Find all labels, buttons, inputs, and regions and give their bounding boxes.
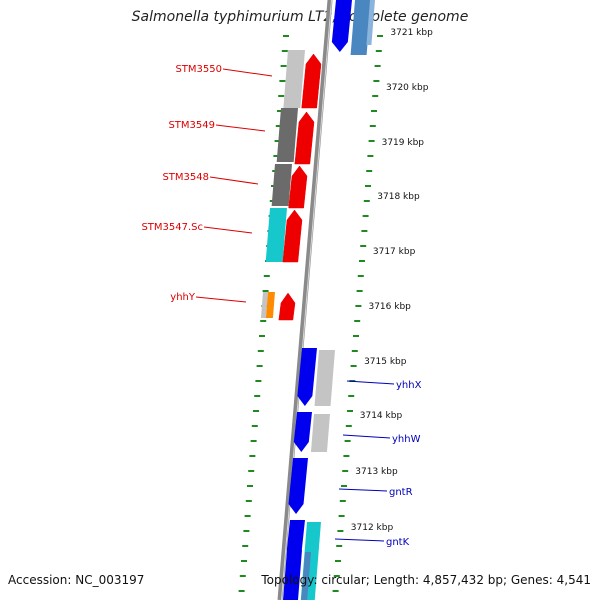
forward-gene-arrow (294, 111, 315, 165)
gene-label-yhhw: yhhW (392, 434, 421, 445)
cog-category-box (350, 0, 371, 55)
forward-gene-arrow (278, 292, 296, 321)
right-ruler-ticks (332, 35, 383, 592)
reverse-gene-arrow (297, 348, 317, 406)
forward-gene-arrow (282, 209, 303, 263)
cog-category-box (366, 0, 375, 45)
label-leader-line (346, 380, 395, 385)
label-leader-line (334, 538, 385, 542)
reverse-gene-arrow (331, 0, 352, 52)
gene-label-stm3549: STM3549 (168, 120, 215, 131)
label-leader-line (203, 226, 253, 234)
scale-label: 3716 kbp (368, 302, 411, 312)
label-leader-line (222, 68, 273, 77)
gene-label-gntr: gntR (389, 487, 413, 498)
genome-stats-text: Topology: circular; Length: 4,857,432 bp… (261, 573, 591, 587)
scale-label: 3714 kbp (360, 411, 403, 421)
scale-label: 3720 kbp (386, 83, 429, 93)
cog-category-box (301, 552, 311, 600)
cog-category-box (310, 414, 330, 452)
map-title: Salmonella typhimurium LT2, complete gen… (131, 9, 469, 25)
label-leader-line (195, 296, 247, 303)
scale-label: 3715 kbp (364, 357, 407, 367)
gene-label-stm3550: STM3550 (175, 64, 222, 75)
cog-category-box (265, 208, 287, 262)
scale-label: 3713 kbp (355, 467, 398, 477)
label-leader-line (342, 434, 391, 439)
label-leader-line (215, 124, 266, 132)
label-leader-line (338, 488, 388, 492)
cog-category-box (271, 164, 292, 206)
scale-label: 3721 kbp (390, 28, 433, 38)
forward-gene-arrow (301, 53, 322, 109)
backbone-line (277, 0, 333, 600)
cog-category-box (314, 350, 335, 406)
reverse-gene-box (283, 550, 302, 600)
accession-text: Accession: NC_003197 (8, 573, 145, 587)
scale-label: 3718 kbp (377, 192, 420, 202)
cog-category-box (260, 292, 268, 318)
scale-label: 3719 kbp (382, 138, 425, 148)
gene-label-yhhx: yhhX (396, 380, 422, 391)
gene-label-yhhy: yhhY (170, 292, 196, 303)
gene-label-stm3548: STM3548 (162, 172, 209, 183)
reverse-gene-arrow (293, 412, 312, 452)
cog-category-box (265, 292, 275, 318)
cog-category-box (283, 50, 305, 108)
reverse-gene-arrow (288, 458, 308, 514)
cog-category-box (276, 108, 298, 162)
gene-label-gntk: gntK (386, 537, 410, 548)
scale-label: 3712 kbp (351, 523, 394, 533)
forward-gene-arrow (288, 165, 308, 209)
gene-label-stm3547-sc: STM3547.Sc (141, 222, 203, 233)
label-leader-line (209, 176, 259, 185)
scale-label: 3717 kbp (373, 247, 416, 257)
